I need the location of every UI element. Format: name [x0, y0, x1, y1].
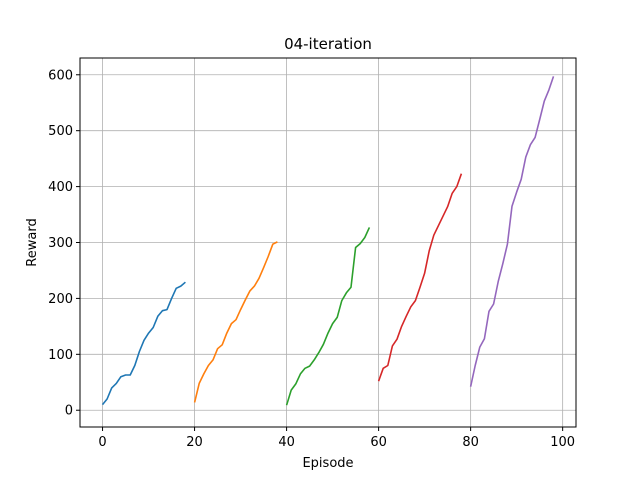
chart-title: 04-iteration [284, 35, 372, 53]
x-tick-label: 40 [278, 435, 295, 450]
series-line-2 [193, 241, 278, 403]
y-tick-label: 100 [48, 348, 73, 363]
y-tick-label: 0 [65, 404, 73, 419]
series-lines [101, 76, 555, 406]
y-tick-label: 600 [48, 68, 73, 83]
x-tick-label: 0 [98, 435, 106, 450]
x-tick-label: 100 [550, 435, 575, 450]
y-tick-label: 400 [48, 180, 73, 195]
grid-lines [80, 58, 576, 427]
y-axis-label: Reward [25, 218, 40, 266]
axis-ticks: 0 20 40 60 80 100 0 100 200 300 400 500 600 [48, 68, 575, 450]
series-line-4 [377, 173, 463, 382]
series-line-5 [469, 76, 555, 387]
y-tick-label: 200 [48, 292, 73, 307]
x-tick-label: 80 [462, 435, 479, 450]
series-line-3 [285, 227, 371, 406]
y-tick-label: 300 [48, 236, 73, 251]
x-axis-label: Episode [302, 456, 353, 471]
y-tick-label: 500 [48, 124, 73, 139]
x-tick-label: 20 [186, 435, 203, 450]
series-line-1 [101, 281, 186, 406]
x-tick-label: 60 [370, 435, 387, 450]
